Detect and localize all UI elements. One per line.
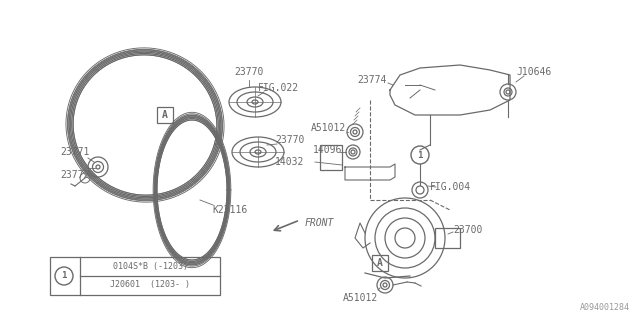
Bar <box>435 228 460 248</box>
Text: 14096: 14096 <box>314 145 342 155</box>
Text: FIG.022: FIG.022 <box>257 83 299 93</box>
Text: FIG.004: FIG.004 <box>429 182 470 192</box>
Ellipse shape <box>157 120 227 260</box>
Bar <box>372 255 388 271</box>
Text: 23700: 23700 <box>453 225 483 235</box>
Text: 23774: 23774 <box>357 75 387 85</box>
Bar <box>50 257 220 295</box>
Text: 14032: 14032 <box>275 157 305 167</box>
Text: J20601  (1203- ): J20601 (1203- ) <box>110 281 190 290</box>
Text: 23772: 23772 <box>60 170 90 180</box>
Text: 23771: 23771 <box>60 147 90 157</box>
Text: 23770: 23770 <box>275 135 305 145</box>
Text: J10646: J10646 <box>516 67 552 77</box>
Bar <box>320 145 342 170</box>
Text: A094001284: A094001284 <box>580 303 630 312</box>
Text: 0104S*B (-1203): 0104S*B (-1203) <box>113 261 188 270</box>
Ellipse shape <box>73 55 217 195</box>
Text: 1: 1 <box>61 271 67 281</box>
Bar <box>157 107 173 123</box>
Text: A: A <box>162 110 168 120</box>
Text: A51012: A51012 <box>310 123 346 133</box>
Text: K22116: K22116 <box>212 205 248 215</box>
Text: A: A <box>377 258 383 268</box>
Text: FRONT: FRONT <box>305 218 334 228</box>
Text: A51012: A51012 <box>342 293 378 303</box>
Text: 1: 1 <box>417 150 422 159</box>
Text: 23770: 23770 <box>234 67 264 77</box>
